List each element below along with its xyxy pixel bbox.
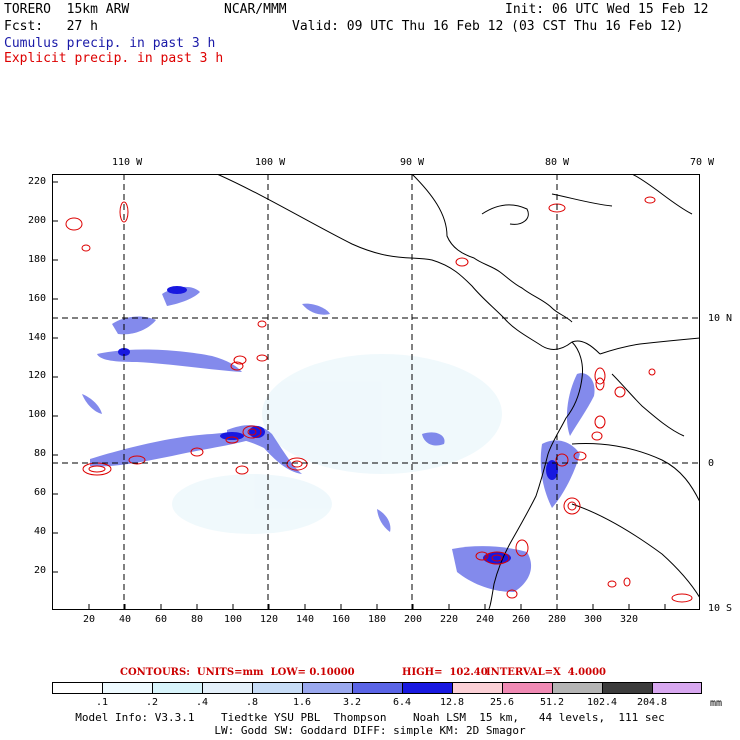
colorbar-swatch xyxy=(152,682,203,694)
x-tick: 180 xyxy=(367,614,387,625)
colorbar-label: 25.6 xyxy=(489,697,515,708)
colorbar-label: 204.8 xyxy=(636,697,668,708)
y-tick: 120 xyxy=(27,370,46,381)
x-tick: 300 xyxy=(583,614,603,625)
colorbar-label: 102.4 xyxy=(586,697,618,708)
colorbar-swatch xyxy=(452,682,503,694)
lat-label-0: 0 xyxy=(708,458,715,469)
valid-time: Valid: 09 UTC Thu 16 Feb 12 (03 CST Thu … xyxy=(292,19,684,34)
colorbar-label: 12.8 xyxy=(439,697,465,708)
lat-lon-grid xyxy=(52,174,700,610)
y-tick: 40 xyxy=(33,526,46,537)
model-info-line1: Model Info: V3.3.1 Tiedtke YSU PBL Thomp… xyxy=(75,711,665,724)
colorbar-swatch xyxy=(252,682,303,694)
lat-label-10n: 10 N xyxy=(708,313,733,324)
y-tick: 180 xyxy=(27,254,46,265)
cumulus-precip-title: Cumulus precip. in past 3 h xyxy=(4,36,216,51)
x-tick: 20 xyxy=(82,614,96,625)
x-tick: 40 xyxy=(118,614,132,625)
contour-interval-label: INTERVAL=X 4.0000 xyxy=(486,667,606,678)
explicit-precip-contours xyxy=(65,196,693,603)
lon-label-90w: 90 W xyxy=(400,157,425,168)
x-tick: 220 xyxy=(439,614,459,625)
colorbar-label: 1.6 xyxy=(292,697,312,708)
lon-label-80w: 80 W xyxy=(545,157,570,168)
model-title: TORERO 15km ARW xyxy=(4,2,130,17)
explicit-precip-title: Explicit precip. in past 3 h xyxy=(4,51,224,66)
y-tick: 60 xyxy=(33,487,46,498)
coastlines xyxy=(216,174,700,610)
x-tick: 320 xyxy=(619,614,639,625)
x-tick: 100 xyxy=(223,614,243,625)
organization: NCAR/MMM xyxy=(224,2,287,17)
x-tick: 240 xyxy=(475,614,495,625)
x-tick: 140 xyxy=(295,614,315,625)
colorbar-label: .4 xyxy=(195,697,209,708)
y-tick: 160 xyxy=(27,293,46,304)
lon-label-70w: 70 W xyxy=(690,157,715,168)
contour-high-label: HIGH= 102.40 xyxy=(402,667,488,678)
colorbar-swatch xyxy=(502,682,553,694)
colorbar-unit: mm xyxy=(710,698,723,709)
y-tick: 200 xyxy=(27,215,46,226)
lon-label-100w: 100 W xyxy=(255,157,286,168)
lon-label-110w: 110 W xyxy=(112,157,143,168)
x-tick: 80 xyxy=(190,614,204,625)
colorbar-label: 3.2 xyxy=(342,697,362,708)
colorbar-swatch xyxy=(402,682,453,694)
precip-map xyxy=(52,174,700,610)
model-info-line2: LW: Godd SW: Goddard DIFF: simple KM: 2D… xyxy=(214,724,526,737)
colorbar-swatch xyxy=(552,682,603,694)
colorbar-swatch xyxy=(52,682,103,694)
forecast-hour: Fcst: 27 h xyxy=(4,19,98,34)
y-tick: 100 xyxy=(27,409,46,420)
colorbar-label: 51.2 xyxy=(539,697,565,708)
contour-units-label: CONTOURS: UNITS=mm LOW= 0.10000 xyxy=(120,667,355,678)
colorbar-swatch xyxy=(602,682,653,694)
x-tick: 200 xyxy=(403,614,423,625)
y-tick: 20 xyxy=(33,565,46,576)
colorbar-label: .2 xyxy=(145,697,159,708)
y-tick: 220 xyxy=(27,176,46,187)
y-tick: 80 xyxy=(33,448,46,459)
x-tick: 260 xyxy=(511,614,531,625)
tick-marks xyxy=(52,181,666,610)
x-tick: 280 xyxy=(547,614,567,625)
x-tick: 120 xyxy=(259,614,279,625)
colorbar-label: .1 xyxy=(95,697,109,708)
colorbar-swatch xyxy=(302,682,353,694)
colorbar-swatch xyxy=(102,682,153,694)
cumulus-precip xyxy=(82,286,595,592)
x-tick: 160 xyxy=(331,614,351,625)
init-time: Init: 06 UTC Wed 15 Feb 12 xyxy=(505,2,709,17)
y-tick: 140 xyxy=(27,332,46,343)
x-tick: 60 xyxy=(154,614,168,625)
colorbar-swatch xyxy=(202,682,253,694)
lat-label-10s: 10 S xyxy=(708,603,733,614)
colorbar-label: .8 xyxy=(245,697,259,708)
colorbar-swatch xyxy=(352,682,403,694)
colorbar-label: 6.4 xyxy=(392,697,412,708)
colorbar-swatch xyxy=(652,682,702,694)
